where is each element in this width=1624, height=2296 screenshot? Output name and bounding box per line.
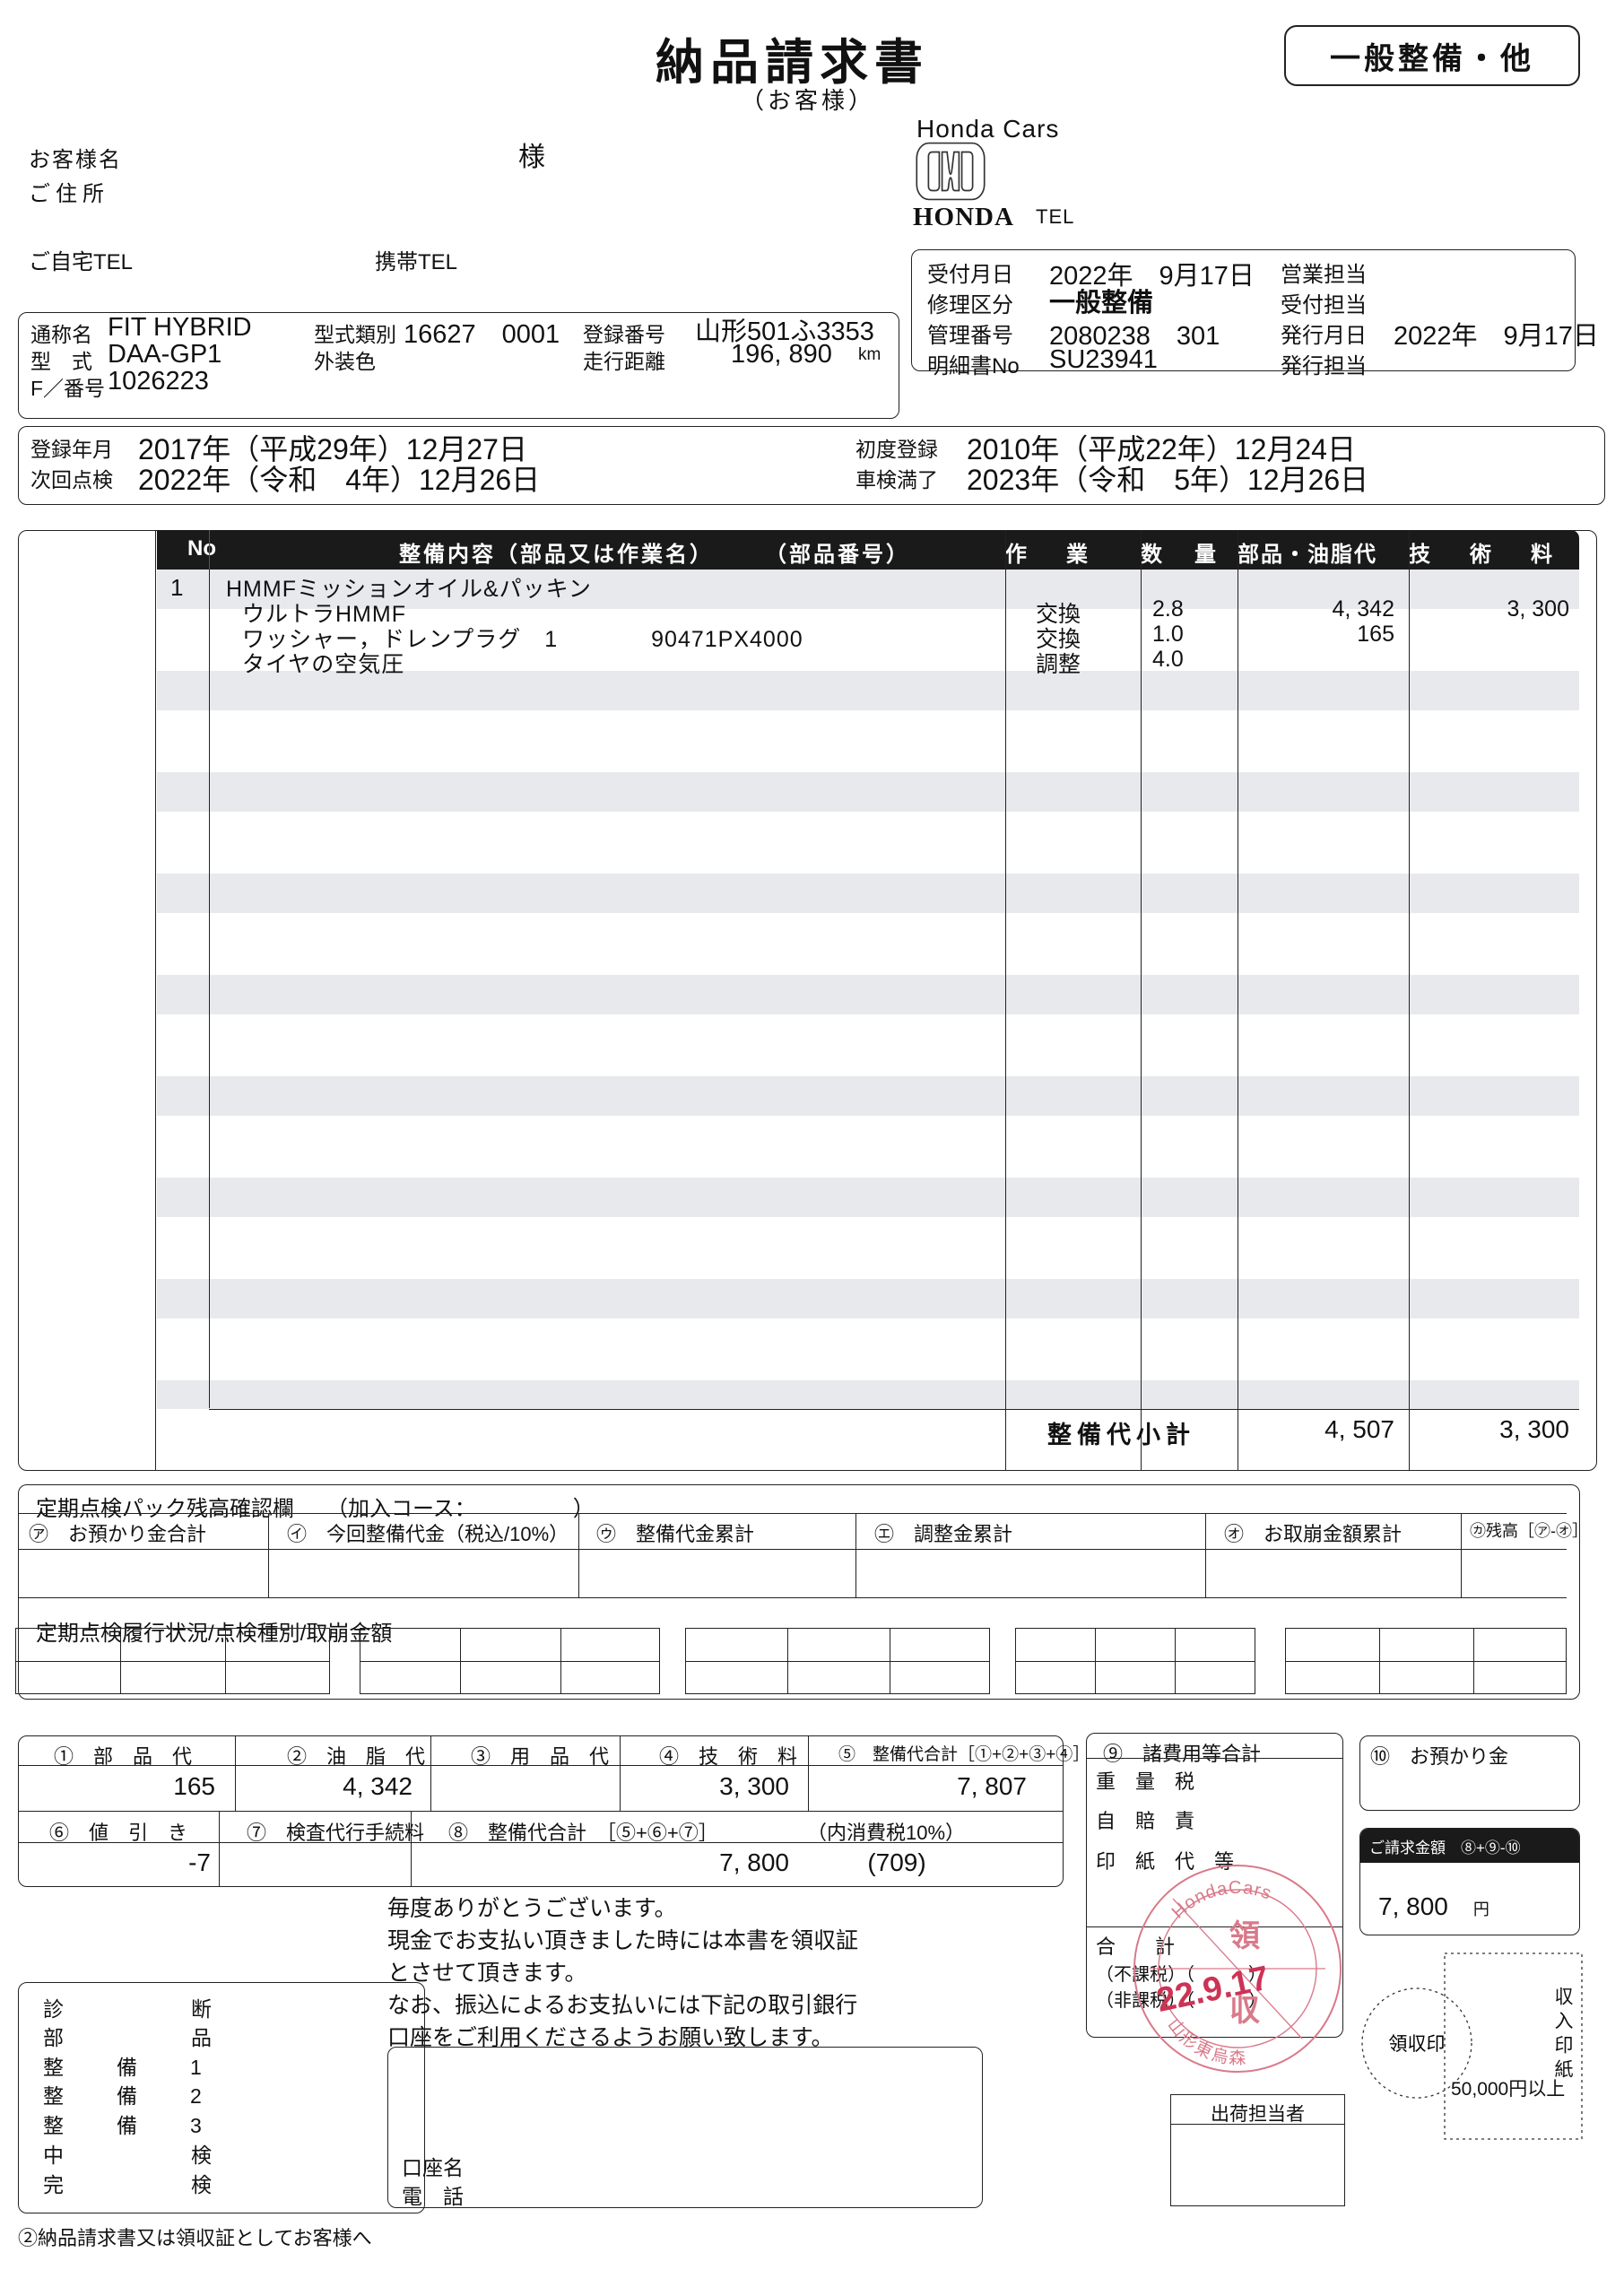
svg-text:領: 領 <box>1229 1918 1260 1953</box>
svg-text:領収印: 領収印 <box>1389 2034 1446 2055</box>
svg-text:HondaCars: HondaCars <box>1168 1878 1275 1923</box>
